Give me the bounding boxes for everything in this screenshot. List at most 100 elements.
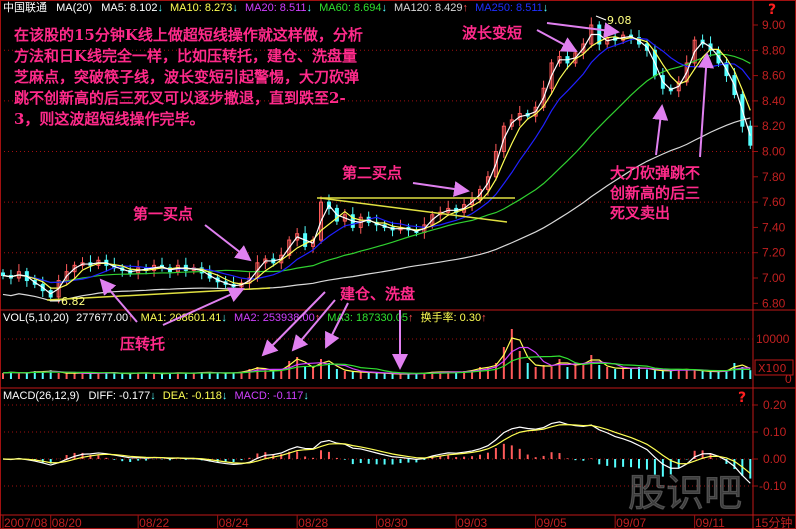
volume-axis: 10000 0	[756, 332, 792, 386]
volume-ma3-line	[2, 355, 751, 375]
intro-line-1: 在该股的15分钟K线上做超短线操作就这样做，分析	[14, 26, 363, 44]
candle-body	[478, 188, 482, 201]
ma60-line	[2, 53, 751, 284]
candle-body	[684, 62, 689, 83]
price-tick-label: 8.20	[762, 119, 786, 133]
ma20-trend-icon: ↓	[307, 2, 313, 14]
ma5-trend-icon: ↓	[157, 2, 163, 14]
date-tick-label: 09/03	[457, 516, 487, 529]
arrow-icon	[536, 29, 578, 52]
annotation-arrows	[99, 22, 715, 370]
low-price-marker: 6.82	[50, 295, 86, 308]
price-legend: 中国联通 MA(20) MA5: 8.102↓ MA10: 8.273↓ MA2…	[3, 1, 548, 14]
intro-line-4: 跳不创新高的后三死叉可以逐步撤退，直到跌至2-	[14, 89, 346, 107]
ma5-line	[2, 33, 751, 295]
turnover-trend-icon: ↑	[481, 312, 487, 324]
volume-ma3-value: MA3: 187330.05	[327, 312, 408, 324]
arrow-icon	[652, 104, 669, 156]
ma120-line	[2, 117, 751, 302]
watermark: 股识吧	[628, 471, 742, 515]
ma10-value: MA10: 8.273	[170, 2, 232, 14]
macd-lines	[2, 421, 751, 484]
macd-tick-label: 0.20	[763, 398, 787, 412]
intro-line-3: 芝麻点，突破筷子线，波长变短引起警惕，大刀砍弹	[14, 68, 359, 86]
macd-help-icon[interactable]: ?	[738, 390, 746, 406]
macd-value: MACD: -0.117	[234, 390, 303, 402]
volume-ma1-trend-icon: ↓	[221, 312, 227, 324]
macd-setting: MACD(26,12,9)	[3, 390, 79, 402]
turnover-value: 换手率: 0.30	[421, 310, 482, 324]
arrow-icon	[204, 224, 252, 262]
candle-body	[581, 43, 586, 54]
arrow-icon	[412, 181, 470, 197]
price-tick-label: 8.60	[762, 69, 786, 83]
low-price-label: 6.82	[61, 295, 86, 308]
volume-bars	[2, 329, 752, 379]
volume-trend-icon: ↑	[128, 312, 134, 324]
date-tick-label: 08/24	[219, 516, 249, 529]
date-axis: 2007/08 08/20 08/22 08/24 08/28 08/30 09/03 09/…	[2, 515, 725, 529]
arrow-icon	[291, 299, 336, 352]
volume-unit-box	[754, 359, 794, 376]
dea-line	[2, 424, 751, 474]
price-tick-label: 7.00	[762, 271, 786, 285]
arrow-icon	[99, 278, 138, 323]
macd-tick-label: -0.10	[759, 479, 787, 493]
first-buy-point-label: 第一买点	[133, 205, 193, 223]
volume-tick-label: 10000	[756, 332, 790, 346]
macd-legend: MACD(26,12,9) DIFF: -0.177↓ DEA: -0.118↓…	[3, 390, 309, 402]
price-tick-label: 8.80	[762, 43, 786, 57]
candle-body	[493, 151, 498, 178]
volume-ma2-trend-icon: ↑	[315, 312, 321, 324]
sell-label-line-3: 死叉卖出	[610, 204, 670, 222]
candle-body	[56, 280, 61, 298]
stock-name: 中国联通	[3, 1, 47, 14]
volume-unit: X100	[758, 362, 787, 375]
ma10-trend-icon: ↓	[232, 2, 238, 14]
build-wash-label: 建仓、洗盘	[340, 285, 415, 303]
moving-average-lines	[2, 33, 751, 302]
candle-body	[501, 125, 506, 152]
ma120-trend-icon: ↑	[463, 2, 469, 14]
intro-line-5: 3，则这波超短线操作完毕。	[14, 110, 204, 128]
volume-ma1-value: MA1: 208601.41	[141, 312, 222, 324]
pressure-to-support-label: 压转托	[120, 335, 165, 353]
date-tick-label: 09/05	[537, 516, 567, 529]
high-price-marker: 9.08	[595, 14, 632, 27]
ma20-line	[2, 37, 751, 284]
volume-legend: VOL(5,10,20) 277677.00↑ MA1: 208601.41↓ …	[3, 310, 487, 324]
candle-body	[72, 264, 77, 273]
macd-tick-label: 0.10	[763, 425, 787, 439]
help-icon[interactable]: ?	[768, 2, 776, 18]
dea-trend-icon: ↓	[222, 390, 228, 402]
second-buy-point-label: 第二买点	[342, 164, 402, 182]
price-tick-label: 9.00	[762, 18, 786, 32]
candle-body	[287, 239, 292, 256]
candle-body	[319, 201, 323, 241]
ma250-value: MA250: 8.511	[475, 2, 543, 14]
ma120-value: MA120: 8.429	[394, 2, 463, 14]
price-tick-label: 8.40	[762, 94, 786, 108]
price-tick-label: 7.20	[762, 246, 786, 260]
date-tick-label: 08/20	[52, 516, 82, 529]
price-tick-label: 7.80	[762, 170, 786, 184]
date-tick-label: 09/11	[696, 516, 725, 529]
price-tick-label: 7.40	[762, 220, 786, 234]
period-label[interactable]: 15分钟	[755, 515, 792, 529]
candle-body	[541, 87, 546, 108]
intro-line-2: 方法和日K线完全一样，比如压转托，建仓、洗盘量	[14, 47, 357, 65]
ma60-value: MA60: 8.694	[319, 2, 381, 14]
arrow-icon	[162, 287, 245, 326]
price-tick-label: 8.00	[762, 145, 786, 159]
volume-ma-lines	[2, 337, 751, 375]
diff-line	[2, 421, 751, 484]
ma-setting: MA(20)	[56, 2, 92, 14]
wave-shorten-label: 波长变短	[462, 24, 522, 42]
candle-body	[549, 62, 554, 89]
volume-ma2-value: MA2: 253938.00	[234, 312, 315, 324]
ma5-value: MA5: 8.102	[101, 2, 157, 14]
arrow-icon	[546, 22, 620, 39]
volume-tick-label: 0	[785, 372, 792, 386]
dea-value: DEA: -0.118	[163, 390, 222, 402]
